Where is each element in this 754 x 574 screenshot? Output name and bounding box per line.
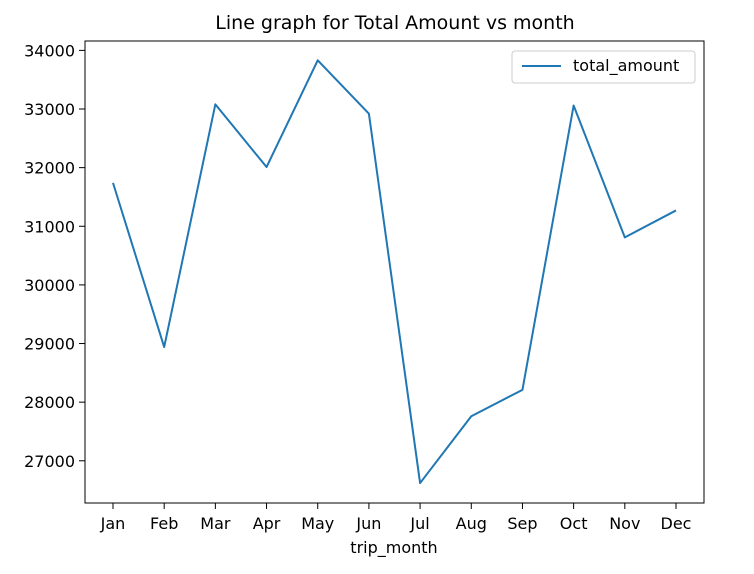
x-tick-label: Jul [409, 514, 429, 533]
chart-title: Line graph for Total Amount vs month [215, 12, 574, 34]
y-tick-label: 28000 [24, 393, 75, 412]
x-tick-label: Apr [253, 514, 281, 533]
x-tick-label: Jun [355, 514, 381, 533]
y-tick-label: 34000 [24, 41, 75, 60]
x-tick-label: May [301, 514, 334, 533]
series-line-total-amount [112, 59, 677, 485]
x-tick-label: Aug [456, 514, 487, 533]
y-tick-label: 33000 [24, 100, 75, 119]
y-tick-label: 30000 [24, 276, 75, 295]
y-tick-label: 31000 [24, 217, 75, 236]
x-tick-label: Mar [200, 514, 231, 533]
x-tick-label: Sep [507, 514, 537, 533]
y-axis: 27000 28000 29000 30000 31000 32000 33000 34000 [24, 41, 85, 471]
y-tick-label: 32000 [24, 159, 75, 178]
x-tick-label: Feb [150, 514, 178, 533]
legend-box [511, 50, 696, 84]
x-axis-label: trip_month [350, 538, 437, 558]
series-layer [112, 59, 677, 485]
x-tick-label: Jan [100, 514, 126, 533]
x-tick-label: Oct [560, 514, 588, 533]
x-axis: Jan Feb Mar Apr May Jun Jul Aug Sep Oct Nov Dec [100, 503, 692, 533]
plot-frame [84, 40, 705, 504]
x-tick-label: Dec [661, 514, 692, 533]
legend: total_amount [511, 50, 696, 84]
y-tick-label: 27000 [24, 452, 75, 471]
legend-series-label: total_amount [573, 56, 679, 76]
y-tick-label: 29000 [24, 335, 75, 354]
x-tick-label: Nov [609, 514, 640, 533]
